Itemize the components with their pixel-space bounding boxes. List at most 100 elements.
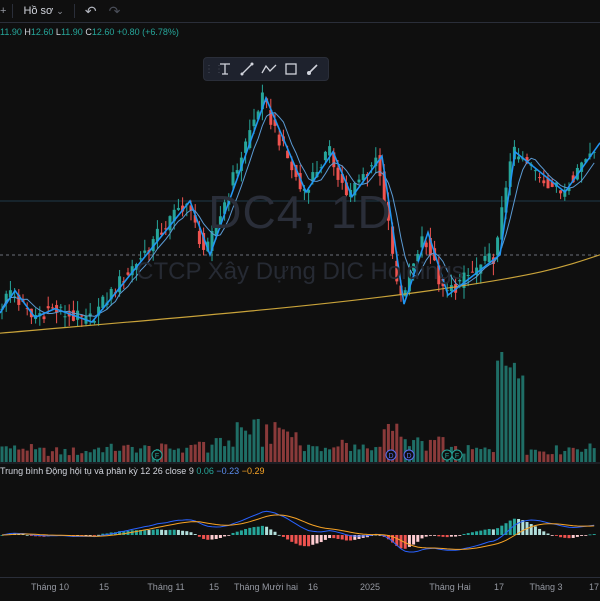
ma-long-line	[0, 254, 600, 334]
candle-body	[386, 201, 390, 221]
macd-histogram-bar	[546, 533, 550, 535]
macd-histogram-bar	[433, 535, 437, 536]
macd-histogram-bar	[500, 525, 504, 535]
macd-histogram-bar	[302, 535, 306, 547]
macd-histogram-bar	[155, 529, 159, 535]
candle-body	[500, 207, 504, 240]
volume-bar	[218, 437, 222, 462]
volume-bar	[588, 443, 592, 462]
volume-bar	[164, 444, 168, 462]
macd-histogram-bar	[206, 535, 210, 540]
volume-bar	[101, 452, 105, 462]
macd-histogram-bar	[357, 535, 361, 539]
volume-bar	[147, 445, 151, 462]
volume-bar	[256, 418, 260, 462]
volume-bar	[17, 449, 21, 462]
trend-line-icon[interactable]	[236, 59, 258, 79]
volume-bar	[349, 450, 353, 462]
candle-body	[412, 263, 416, 271]
volume-bar	[361, 444, 365, 462]
text-tool-icon[interactable]	[214, 59, 236, 79]
macd-histogram-bar	[437, 535, 441, 537]
candle-body	[437, 265, 441, 285]
x-tick-label: Tháng Mười hai	[234, 582, 298, 592]
macd-histogram-bar	[424, 535, 428, 537]
drawing-toolbar: ⋮⋮	[203, 57, 329, 81]
candle-body	[109, 288, 113, 300]
volume-bar	[84, 451, 88, 462]
rectangle-tool-icon[interactable]	[280, 59, 302, 79]
macd-histogram-bar	[88, 535, 92, 536]
drag-handle-icon[interactable]: ⋮⋮	[204, 63, 224, 75]
macd-histogram-bar	[269, 529, 273, 535]
signal-line	[1, 514, 595, 550]
candle-body	[244, 141, 248, 153]
candle-body	[332, 152, 336, 168]
candle-body	[584, 159, 588, 163]
volume-bar	[571, 447, 575, 462]
macd-params: 12 26 close 9	[140, 466, 194, 476]
macd-histogram-bar	[260, 525, 264, 535]
candle-body	[357, 179, 361, 183]
volume-bar	[466, 445, 470, 462]
volume-bar	[273, 422, 277, 462]
macd-histogram-bar	[475, 531, 479, 535]
macd-histogram-bar	[466, 533, 470, 535]
candle-body	[101, 296, 105, 308]
volume-bar	[412, 440, 416, 462]
macd-histogram-bar	[252, 527, 256, 535]
candle-body	[164, 228, 168, 230]
zigzag-line	[0, 95, 600, 323]
macd-histogram-bar	[504, 523, 508, 535]
macd-histogram-bar	[189, 532, 193, 535]
candle-body	[235, 170, 239, 174]
x-tick-label: 16	[307, 582, 319, 592]
volume-bar	[172, 449, 176, 462]
macd-histogram-bar	[29, 535, 33, 536]
volume-bar	[533, 449, 537, 462]
brush-tool-icon[interactable]	[302, 59, 324, 79]
volume-bar	[500, 352, 504, 462]
candle-body	[248, 130, 252, 149]
volume-bar	[244, 430, 248, 462]
macd-histogram-bar	[521, 520, 525, 535]
volume-bar	[391, 430, 395, 462]
event-marker	[451, 449, 463, 461]
volume-bar	[38, 447, 42, 462]
candle-body	[130, 266, 134, 276]
macd-histogram-bar	[386, 535, 390, 540]
volume-bar	[470, 449, 474, 462]
candle-body	[525, 157, 529, 164]
macd-histogram-bar	[512, 518, 516, 535]
candle-body	[504, 187, 508, 213]
event-marker	[385, 449, 397, 461]
macd-histogram-bar	[164, 530, 168, 535]
add-icon[interactable]: +	[0, 5, 7, 17]
candle-body	[395, 260, 399, 282]
macd-histogram-bar	[197, 535, 201, 537]
macd-histogram-bar	[244, 529, 248, 535]
candle-body	[567, 188, 571, 192]
volume-bar	[130, 446, 134, 462]
candle-body	[197, 231, 201, 245]
profile-tab[interactable]: Hồ sơ ⌄	[17, 0, 69, 22]
macd-histogram-bar	[538, 528, 542, 535]
candle-body	[441, 278, 445, 287]
undo-icon[interactable]: ↶	[84, 2, 97, 19]
macd-histogram-bar	[580, 535, 584, 536]
histogram-value: −0.29	[241, 466, 265, 476]
candle-body	[176, 207, 180, 210]
volume-bar	[512, 362, 516, 462]
time-axis[interactable]: Tháng 10 15 Tháng 11 15 Tháng Mười hai 1…	[0, 577, 600, 601]
redo-icon[interactable]: ↷	[108, 2, 121, 19]
macd-histogram-bar	[248, 527, 252, 535]
macd-histogram-bar	[496, 528, 500, 535]
macd-histogram-bar	[584, 535, 588, 536]
volume-bar	[59, 454, 63, 462]
candle-body	[542, 180, 546, 184]
path-tool-icon[interactable]	[258, 59, 280, 79]
volume-bar	[475, 447, 479, 462]
candle-body	[4, 293, 8, 304]
macd-histogram-bar	[265, 526, 269, 535]
